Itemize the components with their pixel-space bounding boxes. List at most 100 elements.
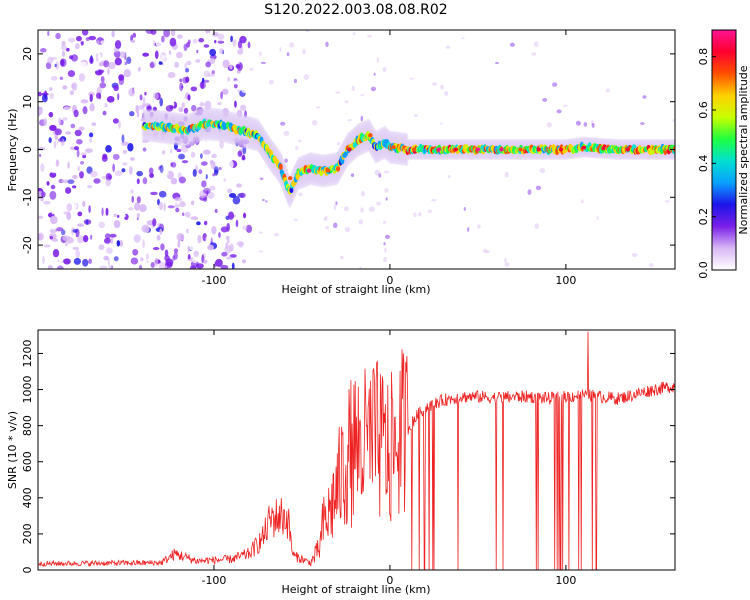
spectrogram-noise-blob — [203, 44, 210, 48]
spectrogram-noise-blob — [145, 253, 149, 261]
spectrogram-noise-blob — [201, 161, 208, 166]
spectrogram-noise-blob — [193, 250, 199, 258]
figure-title: S120.2022.003.08.08.R02 — [264, 2, 447, 18]
spectrogram-noise-blob — [39, 48, 47, 53]
spectrogram-noise-blob — [93, 178, 101, 184]
spectrogram-noise-blob — [236, 183, 243, 188]
spectrogram-noise-blob — [225, 242, 229, 249]
spectrogram-noise-blob — [80, 40, 84, 46]
spectrogram-noise-blob — [142, 147, 147, 152]
spectrogram-noise-blob — [121, 134, 125, 143]
snr-xtick-label: 100 — [555, 574, 576, 587]
spectrogram-noise-blob — [54, 128, 62, 136]
spectrogram-noise-blob — [120, 51, 126, 59]
spectrogram-noise-blob — [297, 139, 302, 143]
snr-ytick-label: 0 — [21, 567, 34, 574]
spectrogram-noise-blob — [73, 232, 76, 238]
spectrogram-noise-blob — [164, 249, 169, 257]
spectrogram-noise-blob — [158, 201, 164, 211]
spectrogram-noise-blob — [280, 121, 286, 126]
spectrogram-noise-blob — [200, 153, 203, 159]
spectrogram-noise-blob — [130, 39, 136, 44]
spectrogram-noise-blob — [229, 254, 237, 258]
spectrogram-noise-blob — [195, 263, 204, 269]
spectrogram-noise-blob — [160, 243, 165, 251]
spectrogram-noise-blob — [181, 253, 184, 260]
spectrogram-noise-blob — [163, 152, 171, 161]
spectrogram-noise-blob — [284, 158, 288, 163]
spectrogram-noise-blob — [106, 247, 113, 254]
snr-ylabel: SNR (10 * v/v) — [6, 411, 19, 489]
spectrogram-noise-blob — [134, 202, 141, 211]
spectrogram-noise-blob — [77, 211, 83, 217]
spectrogram-noise-blob — [61, 179, 70, 184]
spectrogram-noise-blob — [63, 258, 71, 265]
spectrogram-noise-blob — [91, 122, 97, 127]
spectrogram-noise-blob — [197, 223, 202, 231]
spectrogram-noise-blob — [208, 40, 214, 47]
spectrogram-noise-blob — [99, 82, 107, 89]
spectrogram-noise-blob — [360, 94, 365, 97]
spectrogram-noise-blob — [112, 163, 115, 172]
spectrogram-noise-blob — [142, 177, 148, 185]
spectrogram-noise-blob — [539, 168, 546, 174]
spectrogram-noise-blob — [185, 68, 189, 73]
spectrogram-noise-blob — [241, 156, 246, 161]
spectrogram-noise-blob — [440, 122, 443, 125]
spectrogram-noise-blob — [343, 206, 349, 212]
spectrogram-noise-blob — [131, 195, 135, 203]
spectrogram-noise-blob — [188, 30, 195, 38]
spectrogram-noise-blob — [80, 99, 89, 104]
spectrogram-noise-blob — [172, 255, 176, 261]
spectrogram-noise-blob — [148, 167, 154, 175]
spectrogram-noise-blob — [70, 123, 76, 129]
spectrogram-marks — [38, 30, 675, 269]
spectrogram-noise-blob — [234, 100, 237, 108]
spectrogram-noise-blob — [203, 187, 211, 194]
spectrogram-noise-blob — [149, 62, 155, 69]
spectrogram-noise-blob — [71, 83, 76, 89]
spectrogram-noise-blob — [125, 183, 133, 187]
spectrogram-noise-blob — [178, 186, 183, 196]
spectrogram-noise-blob — [368, 206, 375, 212]
spectrogram-noise-blob — [229, 243, 234, 252]
spectrogram-noise-blob — [61, 50, 66, 57]
spectrogram-noise-blob — [113, 220, 121, 229]
spectrogram-noise-blob — [195, 179, 202, 188]
spectrogram-noise-blob — [359, 266, 362, 269]
spectrogram-peak — [581, 145, 587, 150]
spectrogram-ytick-label: 0 — [21, 146, 34, 153]
spectrogram-noise-blob — [240, 104, 247, 111]
spectrogram-noise-blob — [258, 250, 264, 253]
spectrogram-noise-blob — [169, 37, 177, 47]
spectrogram-noise-blob — [504, 262, 510, 267]
spectrogram-noise-blob — [176, 148, 182, 153]
spectrogram-peak — [306, 168, 312, 173]
spectrogram-noise-blob — [223, 96, 231, 105]
spectrogram-noise-blob — [159, 164, 164, 174]
spectrogram-noise-blob — [71, 185, 77, 189]
spectrogram-noise-blob — [89, 56, 94, 64]
spectrogram-noise-blob — [115, 206, 119, 211]
spectrogram-ytick-label: -10 — [21, 188, 34, 206]
spectrogram-noise-blob — [48, 111, 54, 118]
spectrogram-noise-blob — [164, 265, 168, 269]
spectrogram-noise-blob — [227, 188, 233, 194]
spectrogram-noise-blob — [234, 228, 239, 234]
spectrogram-noise-blob — [170, 161, 177, 168]
spectrogram-noise-blob — [230, 35, 233, 43]
spectrogram-noise-blob — [239, 192, 246, 199]
spectrogram-noise-blob — [136, 170, 144, 177]
spectrogram-noise-blob — [504, 171, 509, 178]
spectrogram-noise-blob — [82, 200, 86, 207]
spectrogram-noise-blob — [224, 51, 229, 57]
spectrogram-noise-blob — [197, 235, 202, 244]
spectrogram-noise-blob — [229, 64, 233, 70]
spectrogram-noise-blob — [69, 146, 75, 151]
spectrogram-noise-blob — [44, 220, 50, 229]
spectrogram-noise-blob — [209, 57, 216, 65]
spectrogram-noise-blob — [82, 178, 87, 182]
spectrogram-noise-blob — [59, 76, 64, 81]
spectrogram-noise-blob — [67, 179, 75, 185]
